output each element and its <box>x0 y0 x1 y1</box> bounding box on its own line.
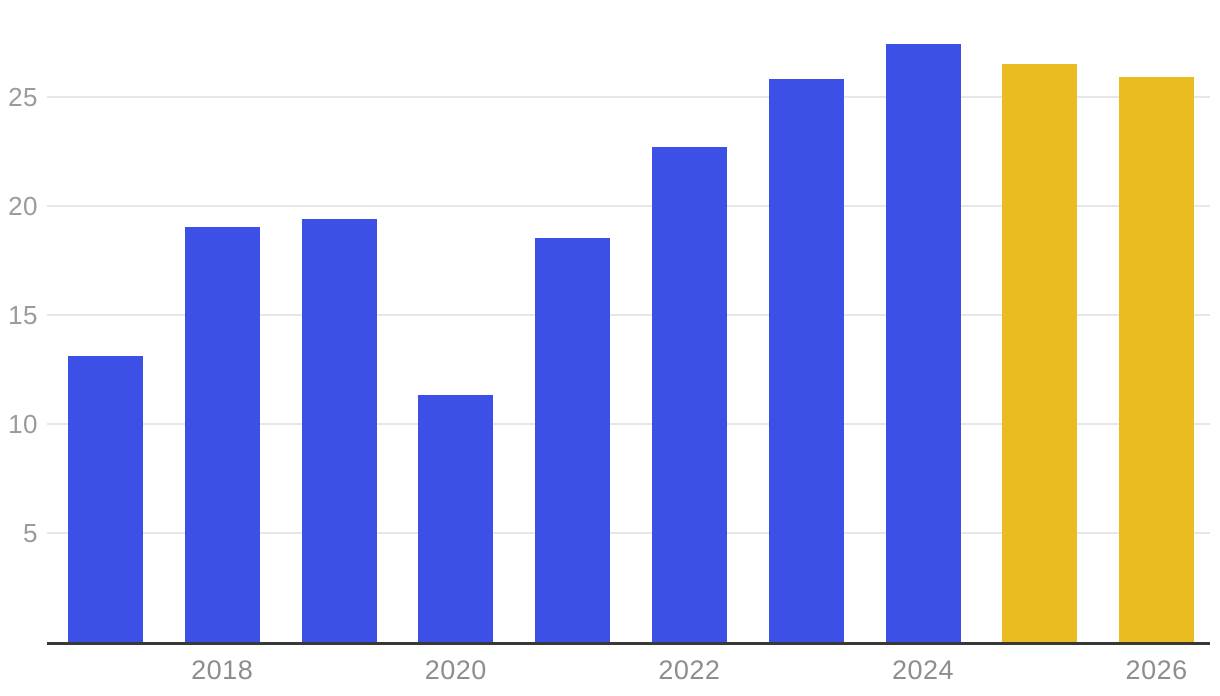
x-tick-label: 2020 <box>424 655 487 685</box>
gridline <box>47 95 1210 98</box>
bar-2020 <box>418 395 494 642</box>
y-tick-label: 10 <box>8 408 38 439</box>
bar-2023 <box>768 79 844 642</box>
x-tick-label: 2026 <box>1125 655 1188 685</box>
x-tick-label: 2024 <box>891 655 955 685</box>
x-tick-label: 2022 <box>658 655 721 685</box>
y-tick-label: 20 <box>8 190 38 221</box>
x-axis-line <box>47 642 1210 645</box>
gridline <box>47 313 1210 316</box>
gridline <box>47 422 1210 425</box>
bar-2018 <box>184 227 260 642</box>
bar-2025 <box>1002 63 1078 642</box>
x-tick-label: 2018 <box>191 655 254 685</box>
gridline <box>47 531 1210 534</box>
y-tick-label: 15 <box>8 299 38 330</box>
y-tick-label: 5 <box>23 517 38 548</box>
gridline <box>47 204 1210 207</box>
y-tick-label: 25 <box>8 81 38 112</box>
bar-2019 <box>301 218 377 642</box>
bar-2022 <box>651 146 727 642</box>
bar-2021 <box>535 238 611 642</box>
bar-2026 <box>1119 76 1195 642</box>
bar-2024 <box>885 44 961 642</box>
bar-2017 <box>67 356 143 642</box>
